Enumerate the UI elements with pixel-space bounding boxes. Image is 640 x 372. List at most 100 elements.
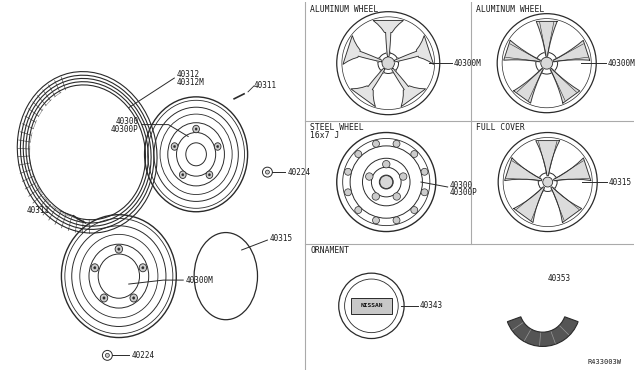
Circle shape	[365, 173, 373, 180]
Circle shape	[382, 57, 394, 69]
Ellipse shape	[179, 171, 186, 179]
Circle shape	[344, 189, 351, 196]
Circle shape	[376, 58, 381, 62]
Circle shape	[555, 58, 559, 62]
Text: 40312: 40312	[176, 70, 200, 78]
Circle shape	[551, 187, 556, 192]
Circle shape	[383, 160, 390, 168]
Ellipse shape	[115, 245, 123, 253]
Circle shape	[538, 70, 542, 74]
Text: STEEL WHEEL: STEEL WHEEL	[310, 123, 364, 132]
Circle shape	[421, 168, 428, 175]
Ellipse shape	[172, 143, 178, 150]
Circle shape	[393, 140, 400, 147]
Polygon shape	[514, 187, 545, 222]
Text: NISSAN: NISSAN	[360, 303, 383, 308]
Circle shape	[266, 170, 269, 174]
Polygon shape	[536, 141, 559, 176]
Circle shape	[372, 140, 380, 147]
Text: 40300P: 40300P	[111, 125, 139, 134]
Circle shape	[541, 57, 553, 69]
Text: 40311: 40311	[27, 206, 50, 215]
Circle shape	[372, 193, 380, 200]
Circle shape	[372, 217, 380, 224]
Wedge shape	[508, 317, 578, 346]
Text: 40315: 40315	[269, 234, 292, 243]
Polygon shape	[394, 36, 433, 64]
Text: 40343: 40343	[420, 301, 443, 310]
Polygon shape	[553, 40, 589, 62]
Ellipse shape	[173, 145, 175, 148]
Polygon shape	[351, 68, 385, 107]
Ellipse shape	[216, 145, 219, 148]
Text: FULL COVER: FULL COVER	[476, 123, 525, 132]
Text: 16x7 J: 16x7 J	[310, 131, 339, 140]
Text: R433003W: R433003W	[588, 359, 622, 365]
Circle shape	[396, 58, 400, 62]
Circle shape	[106, 353, 109, 357]
Circle shape	[411, 206, 418, 214]
Circle shape	[545, 50, 548, 54]
Ellipse shape	[209, 174, 211, 176]
Text: ORNAMENT: ORNAMENT	[310, 246, 349, 256]
Text: 40300: 40300	[116, 117, 139, 126]
Circle shape	[355, 151, 362, 157]
Ellipse shape	[182, 174, 184, 176]
Polygon shape	[343, 36, 382, 64]
Circle shape	[386, 51, 390, 55]
FancyBboxPatch shape	[351, 298, 392, 314]
Text: 40300M: 40300M	[608, 59, 636, 68]
Ellipse shape	[130, 294, 138, 302]
Circle shape	[355, 206, 362, 214]
Text: 40224: 40224	[131, 351, 154, 360]
Ellipse shape	[118, 248, 120, 250]
Circle shape	[393, 217, 400, 224]
Circle shape	[392, 70, 396, 74]
Circle shape	[537, 177, 541, 181]
Ellipse shape	[195, 128, 197, 130]
Circle shape	[546, 171, 550, 174]
Ellipse shape	[139, 264, 147, 272]
Text: 40300: 40300	[450, 180, 473, 189]
Text: 40300M: 40300M	[185, 276, 213, 285]
Text: 40312M: 40312M	[176, 77, 204, 87]
Ellipse shape	[193, 125, 200, 133]
Polygon shape	[373, 20, 403, 57]
Ellipse shape	[206, 171, 212, 179]
Polygon shape	[554, 158, 591, 181]
Ellipse shape	[132, 297, 135, 299]
Text: 40311: 40311	[254, 81, 277, 90]
Text: 40300M: 40300M	[454, 59, 481, 68]
Circle shape	[543, 177, 553, 187]
Circle shape	[380, 70, 384, 74]
Ellipse shape	[100, 294, 108, 302]
Text: ALUMINUM WHEEL: ALUMINUM WHEEL	[310, 5, 378, 14]
Polygon shape	[514, 68, 543, 103]
Ellipse shape	[91, 264, 99, 272]
Text: ALUMINUM WHEEL: ALUMINUM WHEEL	[476, 5, 545, 14]
Ellipse shape	[93, 267, 96, 269]
Polygon shape	[505, 158, 542, 181]
Circle shape	[344, 168, 351, 175]
Polygon shape	[392, 68, 426, 107]
Polygon shape	[551, 187, 582, 222]
Ellipse shape	[103, 297, 105, 299]
Polygon shape	[536, 21, 557, 56]
Circle shape	[551, 70, 555, 74]
Text: 40315: 40315	[609, 177, 632, 186]
Circle shape	[540, 187, 544, 192]
Text: 40353: 40353	[548, 274, 571, 283]
Text: 40224: 40224	[287, 168, 310, 177]
Circle shape	[555, 177, 559, 181]
Circle shape	[421, 189, 428, 196]
Text: 40300P: 40300P	[450, 189, 477, 198]
Circle shape	[399, 173, 407, 180]
Ellipse shape	[214, 143, 221, 150]
Circle shape	[380, 176, 393, 189]
Circle shape	[393, 193, 401, 200]
Ellipse shape	[141, 267, 144, 269]
Polygon shape	[550, 68, 580, 103]
Polygon shape	[504, 40, 540, 62]
Circle shape	[411, 151, 418, 157]
Circle shape	[534, 58, 538, 62]
